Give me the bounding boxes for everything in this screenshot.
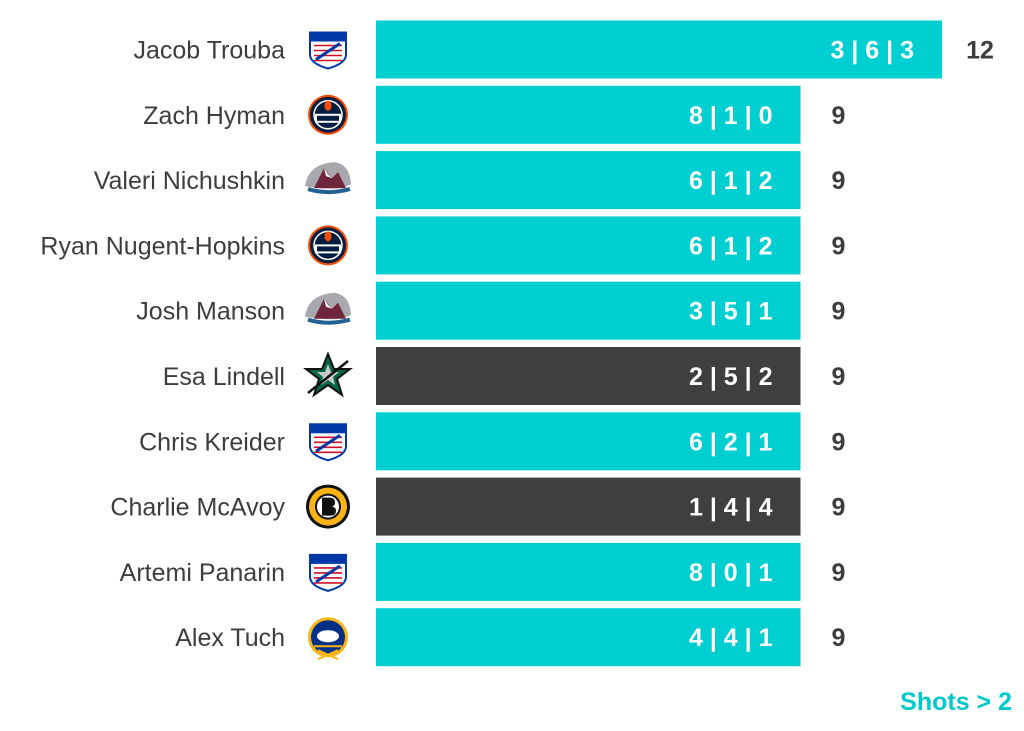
bar-label: 8 | 0 | 1 bbox=[689, 559, 773, 587]
bar-label: 4 | 4 | 1 bbox=[689, 624, 773, 652]
bar-row: Valeri Nichushkin 6 | 1 | 2 9 bbox=[94, 151, 846, 210]
avalanche-logo-icon bbox=[305, 162, 351, 195]
bar bbox=[376, 85, 801, 144]
bar bbox=[376, 20, 942, 79]
player-name: Charlie McAvoy bbox=[110, 494, 285, 522]
player-name: Jacob Trouba bbox=[134, 37, 286, 65]
bar-label: 3 | 5 | 1 bbox=[689, 298, 773, 326]
player-name: Chris Kreider bbox=[139, 428, 285, 456]
bar-label: 8 | 1 | 0 bbox=[689, 102, 772, 130]
bar-label: 6 | 1 | 2 bbox=[689, 167, 772, 195]
bar-label: 6 | 1 | 2 bbox=[689, 232, 772, 260]
player-name: Valeri Nichushkin bbox=[94, 167, 285, 195]
bar-label: 1 | 4 | 4 bbox=[689, 494, 773, 522]
footnote: Shots > 2 bbox=[900, 688, 1012, 716]
rangers-logo-icon bbox=[309, 553, 347, 592]
bar-row: Zach Hyman 8 | 1 | 0 9 bbox=[143, 85, 846, 144]
oilers-logo-icon bbox=[308, 94, 348, 135]
bar bbox=[376, 216, 801, 275]
bar-label: 3 | 6 | 3 bbox=[831, 37, 914, 65]
total-label: 9 bbox=[832, 494, 846, 522]
bar-label: 2 | 5 | 2 bbox=[689, 363, 772, 391]
player-name: Zach Hyman bbox=[143, 102, 285, 130]
bar-row: Josh Manson 3 | 5 | 1 9 bbox=[136, 281, 846, 340]
bar bbox=[376, 542, 801, 601]
bar-row: Ryan Nugent-Hopkins 6 | 1 | 2 9 bbox=[40, 216, 846, 275]
avalanche-logo-icon bbox=[305, 292, 351, 325]
oilers-logo-icon bbox=[308, 225, 348, 266]
total-label: 9 bbox=[832, 232, 846, 260]
total-label: 9 bbox=[832, 624, 846, 652]
sabres-logo-icon bbox=[308, 617, 348, 661]
bar-row: Jacob Trouba 3 | 6 | 3 12 bbox=[134, 20, 994, 79]
total-label: 9 bbox=[832, 298, 846, 326]
total-label: 9 bbox=[832, 559, 846, 587]
player-name: Artemi Panarin bbox=[120, 559, 285, 587]
bar bbox=[376, 151, 801, 210]
bar bbox=[376, 477, 801, 536]
stars-logo-icon bbox=[303, 351, 353, 398]
player-name: Josh Manson bbox=[136, 298, 285, 326]
bar-row: Charlie McAvoy 1 | 4 | 4 9 bbox=[110, 477, 846, 536]
player-name: Alex Tuch bbox=[175, 624, 285, 652]
total-label: 9 bbox=[832, 102, 846, 130]
bar-row: Chris Kreider 6 | 2 | 1 9 bbox=[139, 412, 846, 471]
bar-row: Esa Lindell 2 | 5 | 2 9 bbox=[163, 347, 846, 405]
rangers-logo-icon bbox=[309, 423, 347, 462]
total-label: 12 bbox=[966, 37, 994, 65]
player-name: Esa Lindell bbox=[163, 363, 285, 391]
bar-row: Alex Tuch 4 | 4 | 1 9 bbox=[175, 608, 846, 667]
player-name: Ryan Nugent-Hopkins bbox=[40, 232, 285, 260]
bar bbox=[376, 281, 801, 340]
total-label: 9 bbox=[832, 428, 846, 456]
bruins-logo-icon bbox=[306, 484, 350, 529]
bar-row: Artemi Panarin 8 | 0 | 1 9 bbox=[120, 542, 846, 601]
total-label: 9 bbox=[832, 363, 846, 391]
bar bbox=[376, 608, 801, 667]
total-label: 9 bbox=[832, 167, 846, 195]
rangers-logo-icon bbox=[309, 31, 347, 70]
bar bbox=[376, 347, 801, 405]
bar bbox=[376, 412, 801, 471]
bar-label: 6 | 2 | 1 bbox=[689, 428, 773, 456]
